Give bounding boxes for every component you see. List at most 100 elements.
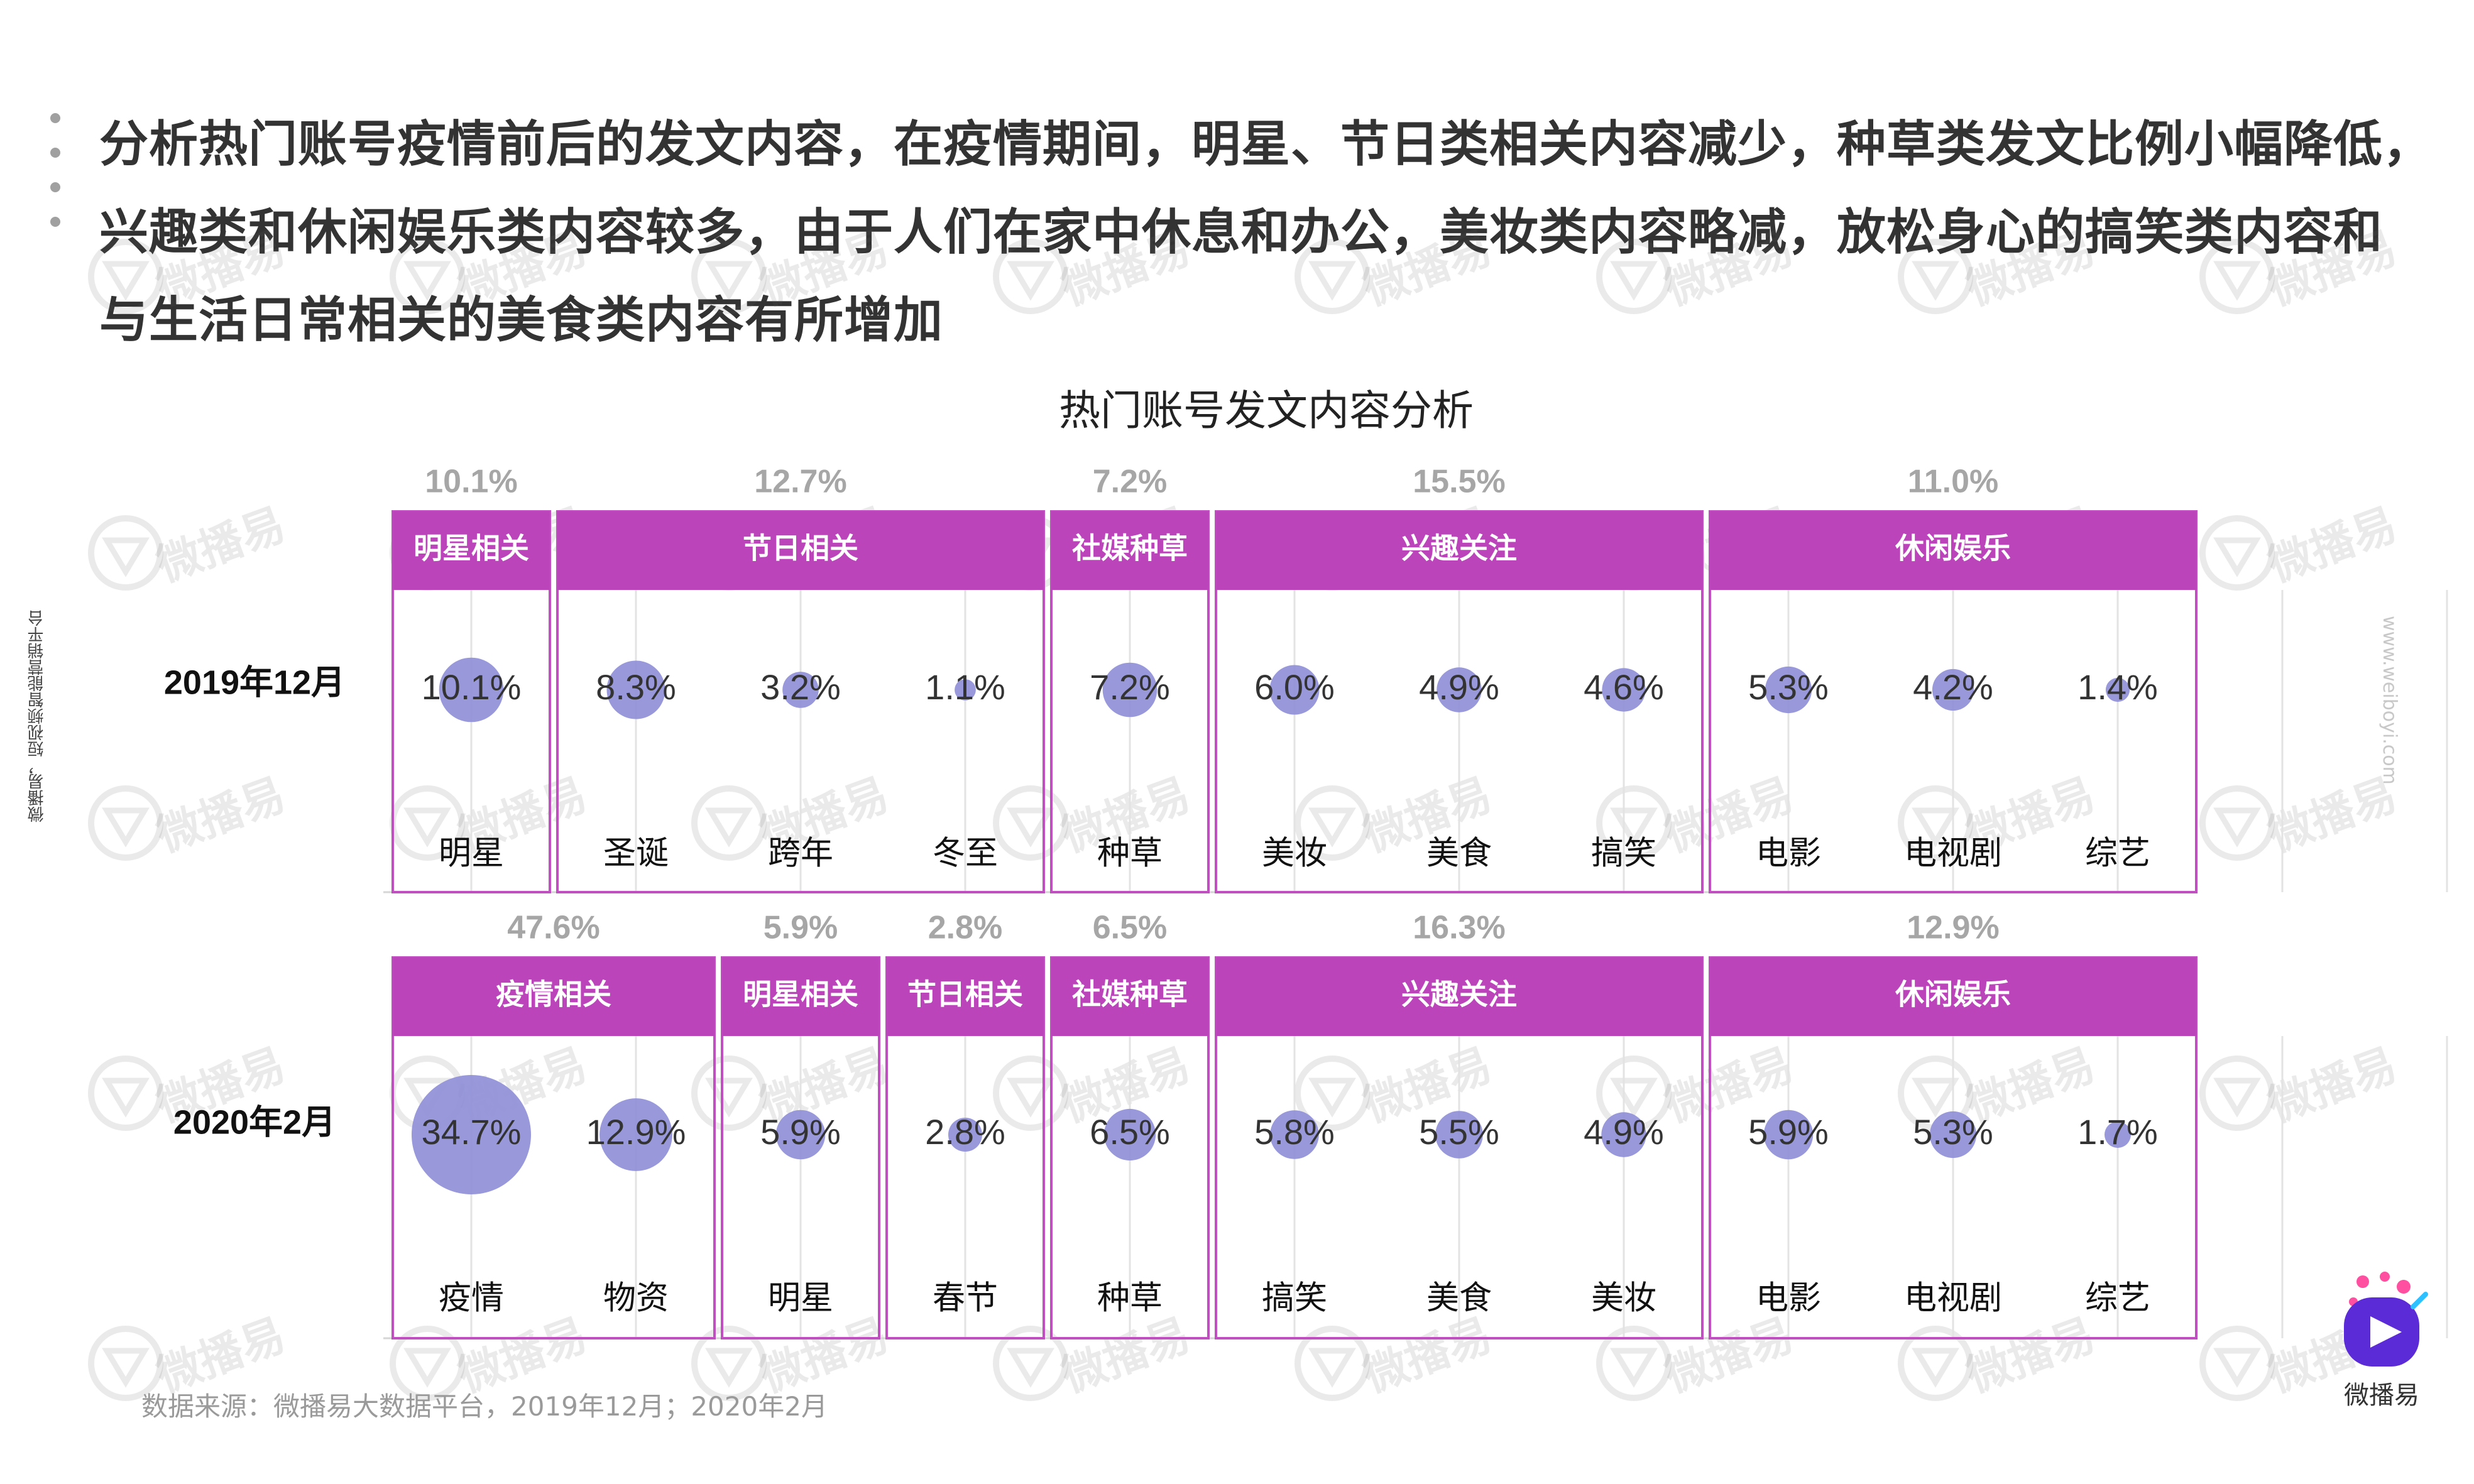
watermark-icon — [88, 785, 163, 861]
item-label: 综艺 — [2085, 836, 2150, 872]
watermark-icon — [691, 1326, 767, 1401]
group-total-label: 2.8% — [928, 910, 1003, 946]
logo-text: 微播易 — [2344, 1381, 2419, 1410]
watermark-icon — [1294, 239, 1370, 314]
watermark-icon — [993, 1326, 1068, 1401]
group-header-label: 节日相关 — [743, 532, 858, 565]
watermark-icon — [2199, 785, 2275, 861]
bubble — [412, 1075, 531, 1194]
watermark-icon — [1898, 785, 1973, 861]
bubble-value-label: 5.3% — [1913, 1112, 1993, 1152]
bubble-value-label: 10.1% — [422, 667, 522, 707]
item-label: 搞笑 — [1591, 836, 1656, 872]
watermark-icon — [88, 1326, 163, 1401]
group-header-label: 疫情相关 — [496, 978, 611, 1011]
headline-line-1: 分析热门账号疫情前后的发文内容，在疫情期间，明星、节日类相关内容减少，种草类发文… — [99, 116, 2433, 173]
group-header-label: 明星相关 — [743, 978, 858, 1011]
bubble-value-label: 8.3% — [596, 667, 676, 707]
item-label: 冬至 — [933, 836, 998, 872]
website-url: www.weiboyi.com — [2378, 616, 2400, 785]
item-label: 跨年 — [768, 836, 833, 872]
group-header-label: 节日相关 — [907, 978, 1023, 1011]
item-label: 搞笑 — [1262, 1280, 1327, 1317]
item-label: 美食 — [1426, 1280, 1492, 1317]
watermark-icon — [2199, 515, 2275, 591]
bubble — [782, 672, 819, 708]
bubble — [1929, 1111, 1977, 1159]
bubble — [1102, 662, 1158, 717]
watermark-text: 微播易 — [150, 768, 292, 862]
watermark-icon — [390, 239, 465, 314]
group-header — [1216, 511, 1702, 590]
watermark-icon — [691, 239, 767, 314]
bubble-value-label: 4.9% — [1419, 667, 1499, 707]
group-header — [1051, 958, 1208, 1036]
watermark-text: 微播易 — [2261, 222, 2403, 315]
watermark-icon — [993, 239, 1068, 314]
bubble-value-label: 5.9% — [1748, 1112, 1829, 1152]
watermark-text: 微播易 — [1054, 222, 1196, 315]
bubble — [2105, 1121, 2131, 1148]
bubble-value-label: 4.2% — [1913, 667, 1993, 707]
item-label: 美食 — [1426, 836, 1492, 872]
group-total-label: 5.9% — [764, 910, 838, 946]
item-label: 圣诞 — [603, 836, 669, 872]
item-label: 电影 — [1756, 1280, 1821, 1317]
group-total-label: 6.5% — [1093, 910, 1168, 946]
group-header — [1051, 511, 1208, 590]
bullet-dot — [50, 148, 60, 158]
bullet-dot — [50, 217, 60, 227]
bubble-value-label: 6.5% — [1090, 1112, 1170, 1152]
watermark-text: 微播易 — [1658, 222, 1800, 315]
item-label: 明星 — [768, 1280, 833, 1317]
bubble — [1602, 668, 1646, 712]
bubble — [1763, 1110, 1814, 1160]
group-header-label: 兴趣关注 — [1401, 532, 1517, 565]
watermark-icon — [1898, 239, 1973, 314]
bubble — [1437, 667, 1482, 712]
bubble-value-label: 6.0% — [1254, 667, 1335, 707]
group-header — [1710, 511, 2196, 590]
bubble-value-label: 34.7% — [422, 1112, 522, 1152]
item-label: 美妆 — [1262, 836, 1327, 872]
bubble — [775, 1110, 826, 1160]
watermark-text: 微播易 — [150, 222, 292, 315]
bubble — [439, 657, 504, 723]
item-label: 美妆 — [1591, 1280, 1656, 1317]
watermark-icon — [993, 785, 1068, 861]
watermark-icon — [691, 785, 767, 861]
watermark-icon — [1294, 1056, 1370, 1131]
group-total-label: 47.6% — [507, 910, 599, 946]
group-header — [393, 958, 714, 1036]
brand-logo: 微播易 — [2325, 1263, 2438, 1410]
bubble-value-label: 5.8% — [1254, 1112, 1335, 1152]
item-label: 明星 — [439, 836, 504, 872]
item-label: 电影 — [1756, 836, 1821, 872]
group-header — [1710, 958, 2196, 1036]
play-logo-icon — [2344, 1272, 2428, 1367]
watermark-icon — [691, 1056, 767, 1131]
group-total-label: 15.5% — [1413, 464, 1505, 500]
bubble — [1103, 1108, 1156, 1161]
chart-title: 热门账号发文内容分析 — [1059, 386, 1474, 435]
item-label: 春节 — [933, 1280, 998, 1317]
bubble — [2105, 677, 2130, 702]
group-header — [557, 511, 1044, 590]
watermark-icon — [390, 1326, 465, 1401]
bullet-list — [50, 113, 69, 239]
bubble — [606, 660, 665, 719]
bubble — [1270, 1110, 1319, 1159]
watermark-text: 微播易 — [1959, 1309, 2101, 1402]
row-label: 2020年2月 — [173, 1103, 336, 1141]
group-header-label: 休闲娱乐 — [1895, 978, 2011, 1011]
watermark-icon — [2199, 1326, 2275, 1401]
headline-line-2: 兴趣类和休闲娱乐类内容较多，由于人们在家中休息和办公，美妆类内容略减，放松身心的… — [99, 204, 2384, 261]
bubble-value-label: 4.9% — [1584, 1112, 1664, 1152]
bubble — [948, 1118, 982, 1152]
bubble-value-label: 12.9% — [586, 1112, 686, 1152]
bubble-value-label: 5.5% — [1419, 1112, 1499, 1152]
bubble — [1932, 668, 1974, 711]
group-header-label: 社媒种草 — [1072, 978, 1188, 1011]
group-header — [722, 958, 879, 1036]
